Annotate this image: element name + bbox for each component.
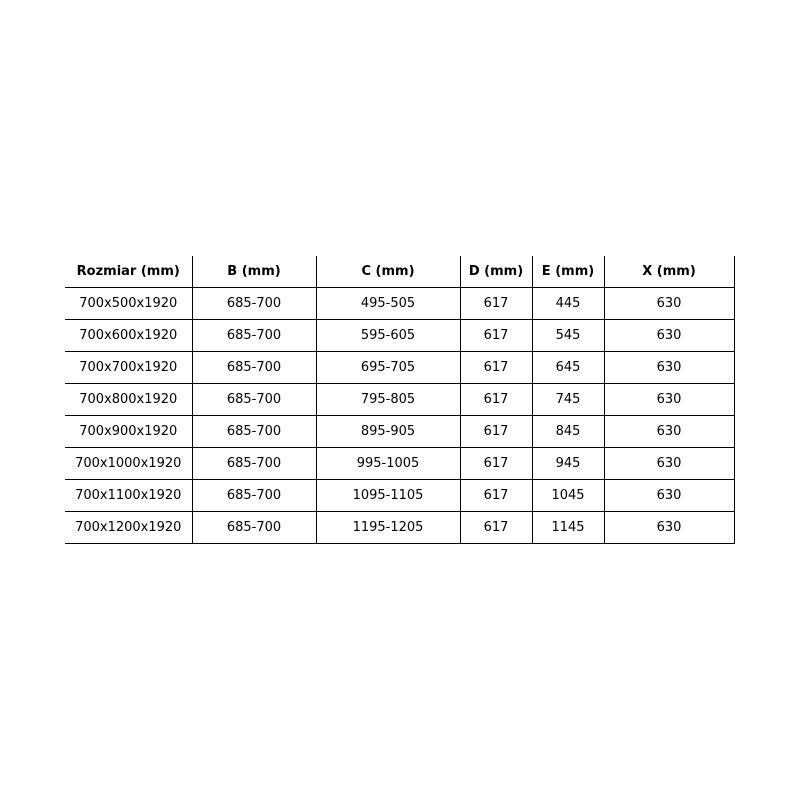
table-cell: 617 <box>460 351 533 384</box>
table-row: 700x1200x1920 685-700 1195-1205 617 1145 630 <box>65 511 735 544</box>
table-cell: 617 <box>460 415 533 448</box>
table-cell: 945 <box>532 447 605 480</box>
table-cell: 1045 <box>532 479 605 512</box>
table-cell: 685-700 <box>192 415 317 448</box>
table-cell: 685-700 <box>192 479 317 512</box>
table-cell: 745 <box>532 383 605 416</box>
table-cell: 700x900x1920 <box>65 415 193 448</box>
table-cell: 995-1005 <box>316 447 461 480</box>
column-header: D (mm) <box>460 256 533 288</box>
table-cell: 1145 <box>532 511 605 544</box>
table-cell: 695-705 <box>316 351 461 384</box>
table-row: 700x600x1920 685-700 595-605 617 545 630 <box>65 319 735 352</box>
table-cell: 630 <box>604 287 735 320</box>
table-cell: 617 <box>460 479 533 512</box>
table-cell: 630 <box>604 383 735 416</box>
table-cell: 630 <box>604 447 735 480</box>
table-cell: 895-905 <box>316 415 461 448</box>
table-cell: 700x800x1920 <box>65 383 193 416</box>
table-cell: 700x1000x1920 <box>65 447 193 480</box>
table-cell: 1195-1205 <box>316 511 461 544</box>
table-cell: 617 <box>460 511 533 544</box>
table-cell: 630 <box>604 479 735 512</box>
table-cell: 617 <box>460 319 533 352</box>
header-row: Rozmiar (mm) B (mm) C (mm) D (mm) E (mm) X (m… <box>65 256 735 288</box>
table-cell: 445 <box>532 287 605 320</box>
table-cell: 700x1100x1920 <box>65 479 193 512</box>
table-row: 700x800x1920 685-700 795-805 617 745 630 <box>65 383 735 416</box>
table-row: 700x500x1920 685-700 495-505 617 445 630 <box>65 287 735 320</box>
table-cell: 685-700 <box>192 351 317 384</box>
table-cell: 685-700 <box>192 511 317 544</box>
table-row: 700x700x1920 685-700 695-705 617 645 630 <box>65 351 735 384</box>
table-cell: 685-700 <box>192 383 317 416</box>
table-cell: 700x500x1920 <box>65 287 193 320</box>
table-cell: 630 <box>604 351 735 384</box>
table-cell: 845 <box>532 415 605 448</box>
table-cell: 617 <box>460 383 533 416</box>
table-cell: 630 <box>604 319 735 352</box>
column-header: B (mm) <box>192 256 317 288</box>
table-cell: 700x700x1920 <box>65 351 193 384</box>
column-header: E (mm) <box>532 256 605 288</box>
table-cell: 595-605 <box>316 319 461 352</box>
table-cell: 645 <box>532 351 605 384</box>
table-row: 700x1000x1920 685-700 995-1005 617 945 630 <box>65 447 735 480</box>
table-cell: 495-505 <box>316 287 461 320</box>
table-cell: 685-700 <box>192 319 317 352</box>
column-header: C (mm) <box>316 256 461 288</box>
table-cell: 795-805 <box>316 383 461 416</box>
table-cell: 685-700 <box>192 287 317 320</box>
table-cell: 545 <box>532 319 605 352</box>
dimensions-table: Rozmiar (mm) B (mm) C (mm) D (mm) E (mm) X (m… <box>65 256 735 544</box>
table-cell: 1095-1105 <box>316 479 461 512</box>
table-cell: 630 <box>604 511 735 544</box>
table-cell: 617 <box>460 447 533 480</box>
table-row: 700x900x1920 685-700 895-905 617 845 630 <box>65 415 735 448</box>
table-cell: 700x1200x1920 <box>65 511 193 544</box>
table-cell: 630 <box>604 415 735 448</box>
table-cell: 617 <box>460 287 533 320</box>
table-cell: 700x600x1920 <box>65 319 193 352</box>
table-cell: 685-700 <box>192 447 317 480</box>
table-row: 700x1100x1920 685-700 1095-1105 617 1045 630 <box>65 479 735 512</box>
column-header: X (mm) <box>604 256 735 288</box>
column-header: Rozmiar (mm) <box>65 256 193 288</box>
